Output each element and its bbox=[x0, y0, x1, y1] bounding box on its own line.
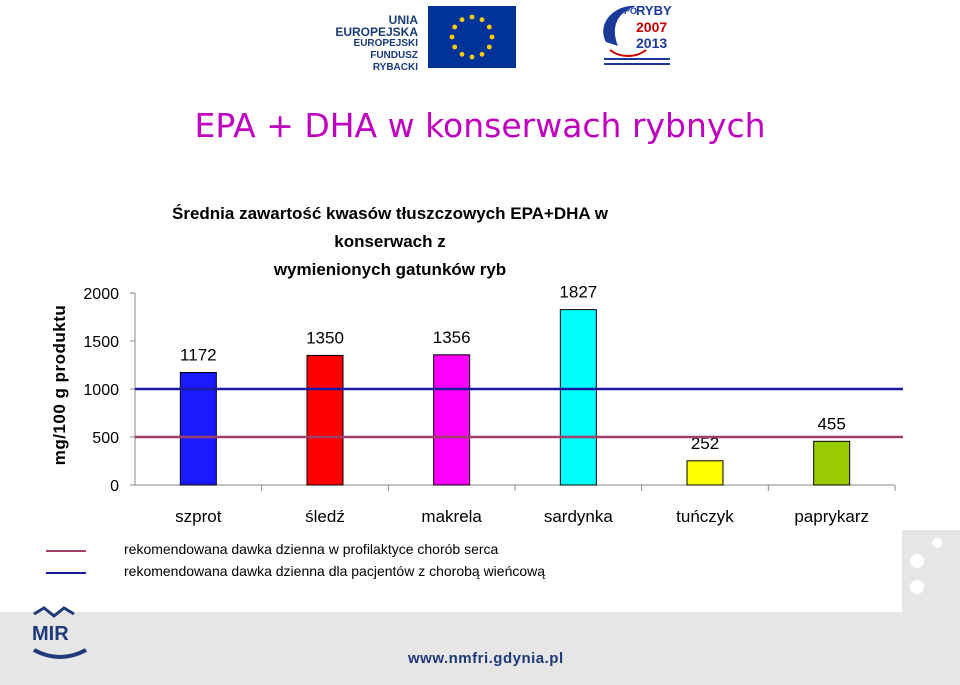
bar-1 bbox=[306, 354, 344, 486]
y-tick-label: 500 bbox=[92, 430, 119, 447]
bar-3 bbox=[559, 309, 597, 486]
value-label-5: 455 bbox=[817, 414, 845, 433]
chart-title-line2: wymienionych gatunków ryb bbox=[273, 260, 507, 279]
eu-logo-text: UNIA EUROPEJSKA EUROPEJSKI FUNDUSZ RYBAC… bbox=[326, 14, 418, 74]
y-tick-label: 1500 bbox=[83, 334, 119, 351]
legend-label-patients: rekomendowana dawka dzienna dla pacjentó… bbox=[124, 563, 546, 579]
eu-line2: EUROPEJSKI FUNDUSZ bbox=[353, 38, 418, 61]
po-prefix: PO bbox=[624, 6, 637, 16]
bar-4 bbox=[686, 460, 724, 486]
footer-url[interactable]: www.nmfri.gdynia.pl bbox=[408, 650, 564, 667]
po-ryby-logo: PO RYBY 2007 2013 bbox=[596, 2, 672, 72]
bar-0 bbox=[179, 371, 217, 486]
legend-line-prevention bbox=[46, 550, 86, 552]
category-label-1: śledź bbox=[305, 507, 345, 526]
category-label-0: szprot bbox=[175, 507, 222, 526]
category-label-5: paprykarz bbox=[794, 507, 869, 526]
value-label-1: 1350 bbox=[306, 328, 344, 347]
category-label-2: makrela bbox=[421, 507, 482, 526]
y-tick-label: 1000 bbox=[83, 382, 119, 399]
eu-line3: RYBACKI bbox=[372, 62, 418, 73]
y-tick-label: 0 bbox=[110, 478, 119, 495]
eu-line1: UNIA EUROPEJSKA bbox=[335, 13, 418, 39]
footer-side-panel bbox=[902, 530, 960, 612]
value-label-0: 1172 bbox=[180, 345, 217, 364]
legend-line-patients bbox=[46, 572, 86, 574]
value-label-4: 252 bbox=[691, 434, 719, 453]
value-label-3: 1827 bbox=[559, 283, 597, 302]
po-name: RYBY bbox=[636, 3, 672, 18]
eu-flag-icon bbox=[428, 6, 516, 68]
po-year-start: 2007 bbox=[636, 19, 667, 35]
mir-logo: MIR bbox=[30, 606, 90, 668]
legend-label-prevention: rekomendowana dawka dzienna w profilakty… bbox=[124, 541, 499, 557]
chart-title: Średnia zawartość kwasów tłuszczowych EP… bbox=[150, 200, 630, 284]
mir-logo-text: MIR bbox=[32, 623, 69, 645]
eu-logo: UNIA EUROPEJSKA EUROPEJSKI FUNDUSZ RYBAC… bbox=[326, 6, 516, 73]
po-year-end: 2013 bbox=[636, 35, 667, 51]
slide-title: EPA + DHA w konserwach rybnych bbox=[194, 106, 766, 145]
bar-2 bbox=[433, 354, 471, 486]
category-label-4: tuńczyk bbox=[676, 507, 734, 526]
chart-title-line1: Średnia zawartość kwasów tłuszczowych EP… bbox=[172, 204, 608, 251]
footer-bar bbox=[0, 612, 960, 685]
y-tick-label: 2000 bbox=[83, 286, 119, 303]
category-label-3: sardynka bbox=[544, 507, 614, 526]
bar-5 bbox=[813, 440, 851, 486]
value-label-2: 1356 bbox=[433, 328, 471, 347]
